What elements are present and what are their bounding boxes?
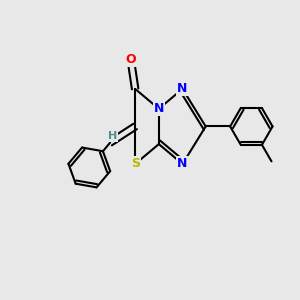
Text: N: N (154, 102, 164, 115)
Text: S: S (130, 158, 140, 170)
Text: H: H (108, 131, 117, 141)
Text: N: N (177, 158, 188, 170)
Text: N: N (177, 82, 188, 95)
Text: O: O (125, 53, 136, 66)
